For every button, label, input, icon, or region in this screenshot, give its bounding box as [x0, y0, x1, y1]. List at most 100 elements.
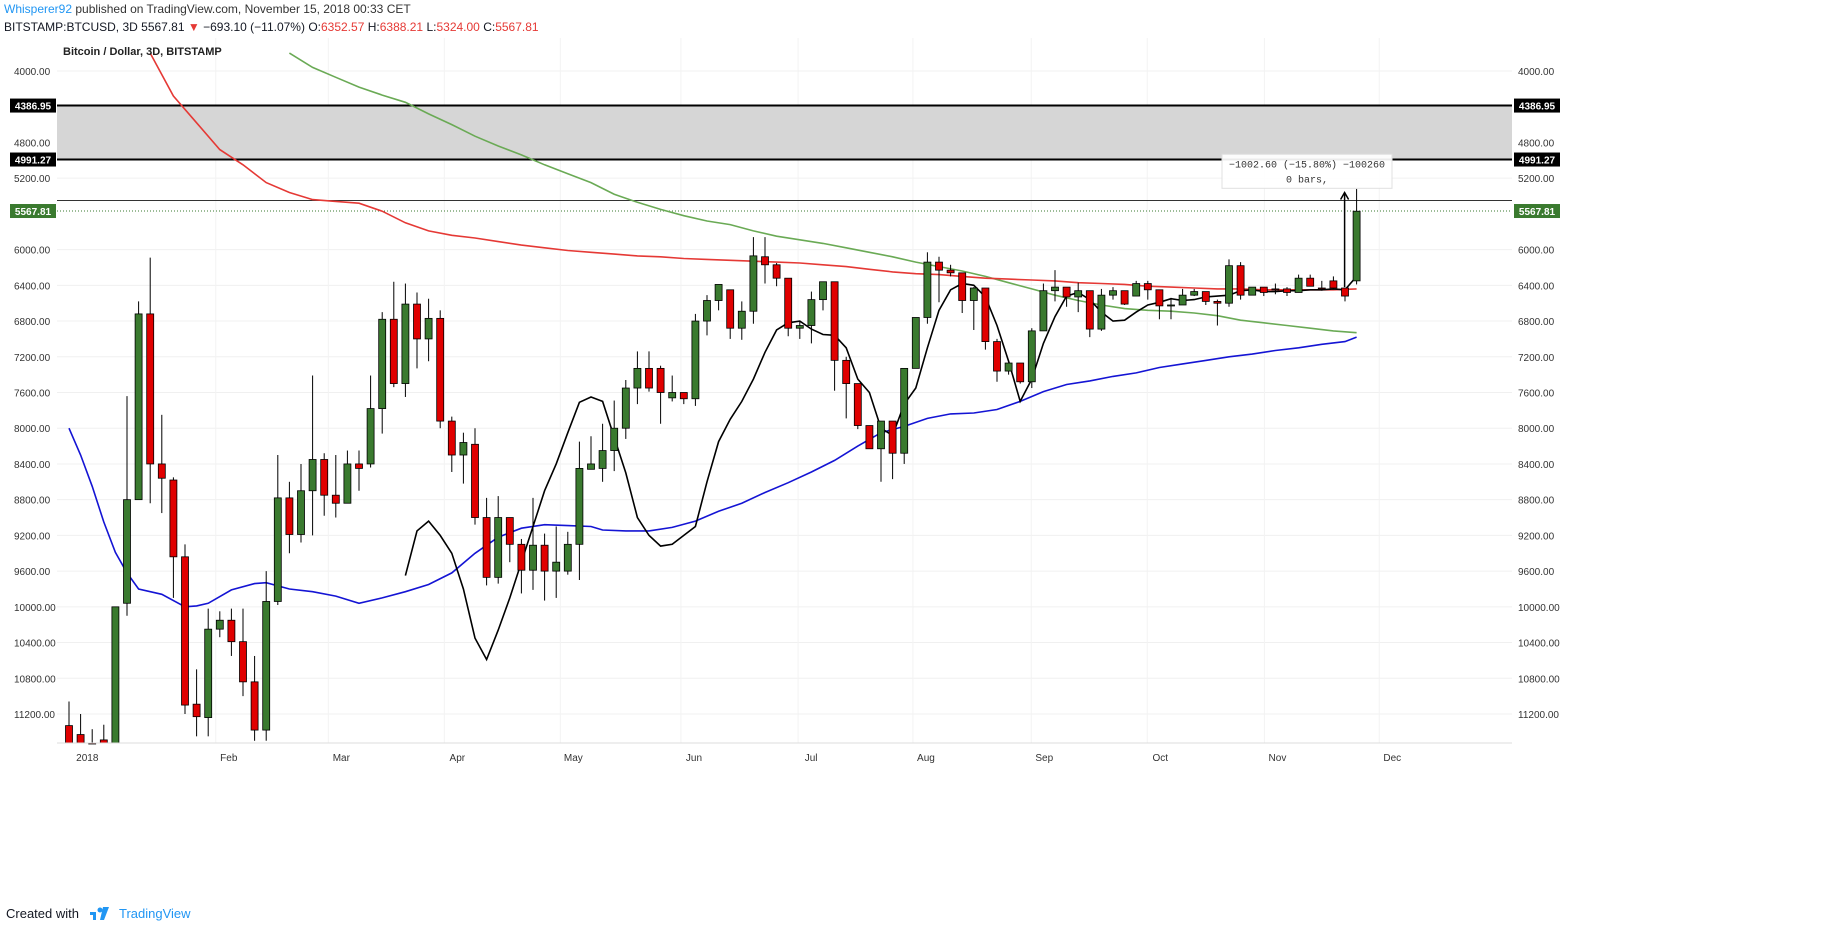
measure-text-1: −1002.60 (−15.80%) −100260 — [1229, 159, 1385, 171]
x-tick-label: Jul — [805, 753, 818, 764]
candle — [424, 298, 433, 362]
candle — [482, 497, 491, 586]
candle-body — [1317, 287, 1326, 290]
candle-body — [575, 468, 584, 545]
candle — [401, 283, 410, 397]
candle-body — [123, 499, 131, 604]
price-tag-bg — [10, 204, 56, 219]
candle — [192, 669, 201, 737]
y-tick-label: 4000.00 — [14, 67, 51, 78]
price-tag-bg — [1514, 204, 1560, 219]
y-tick-label: 5200.00 — [14, 174, 51, 185]
candle — [784, 277, 793, 337]
candle — [227, 608, 236, 656]
x-tick-label: Apr — [450, 753, 466, 764]
candle — [1062, 286, 1071, 307]
candle — [1039, 283, 1048, 332]
candle — [1097, 288, 1106, 331]
x-tick-label: Feb — [220, 753, 238, 764]
y-tick-label: 11200.00 — [1518, 710, 1559, 721]
chart-title: Bitcoin / Dollar, 3D, BITSTAMP — [63, 46, 222, 58]
candle — [204, 608, 213, 737]
y-tick-label: 6400.00 — [14, 281, 51, 292]
x-tick-label: Nov — [1269, 753, 1287, 764]
candle-body — [157, 463, 166, 479]
author-link[interactable]: Whisperer92 — [4, 2, 73, 16]
y-tick-label: 7200.00 — [1518, 353, 1555, 364]
price-chart[interactable]: −1002.60 (−15.80%) −100260 0 bars, 4000.… — [0, 38, 1828, 890]
candle-body — [1027, 330, 1036, 383]
candle — [413, 292, 421, 369]
candle — [1236, 262, 1245, 300]
candle-body — [471, 443, 479, 518]
candle-body — [1074, 290, 1083, 298]
tradingview-link[interactable]: TradingView — [119, 906, 191, 921]
candle-body — [482, 517, 491, 578]
candle — [65, 701, 73, 744]
candle-body — [1132, 283, 1141, 297]
candle-body — [900, 367, 909, 454]
candle — [331, 455, 340, 518]
candle — [76, 714, 85, 744]
candle-body — [668, 392, 677, 399]
tradingview-logo-icon — [89, 906, 113, 923]
y-tick-label: 9600.00 — [14, 567, 51, 578]
down-arrow-icon: ▼ — [187, 20, 200, 34]
low-label: L: — [426, 20, 437, 34]
candle-body — [239, 641, 247, 683]
candle — [819, 281, 827, 311]
price-change: −693.10 (−11.07%) — [203, 20, 305, 34]
publish-info: published on TradingView.com, November 1… — [75, 2, 411, 16]
price-tag-text: 4386.95 — [1519, 102, 1556, 113]
y-tick-label: 6800.00 — [14, 317, 51, 328]
candle — [447, 416, 456, 472]
candle — [795, 321, 804, 339]
candle-body — [424, 317, 433, 340]
candle-body — [749, 255, 758, 312]
candle-body — [297, 490, 305, 535]
candle — [1225, 259, 1233, 307]
measure-tool[interactable]: −1002.60 (−15.80%) −100260 0 bars, — [1221, 153, 1393, 288]
candle — [726, 289, 735, 339]
candle-body — [552, 561, 561, 572]
candle-body — [1051, 286, 1059, 292]
candle-body — [529, 544, 537, 571]
candle — [1190, 288, 1199, 297]
candle — [297, 463, 305, 543]
candle-body — [784, 277, 793, 329]
price-tag-bg — [10, 152, 56, 167]
candle — [633, 351, 642, 405]
candle — [1294, 274, 1303, 293]
candle — [517, 538, 526, 594]
candle — [157, 414, 166, 514]
candle — [308, 375, 317, 536]
candle-body — [587, 463, 595, 470]
candle — [691, 313, 700, 406]
candle-body — [981, 287, 990, 342]
candle-body — [169, 479, 178, 558]
candle — [830, 281, 839, 391]
candle — [587, 436, 595, 470]
candle-body — [1155, 289, 1164, 307]
price-axis-left[interactable]: 4000.00 4800.00 5200.00 6000.00 6400.00 6800.… — [10, 67, 56, 721]
candle — [239, 608, 247, 697]
candle-body — [888, 420, 897, 454]
candle — [703, 295, 711, 336]
time-axis[interactable]: 2018 Feb Mar Apr May Jun Jul Aug Sep Oct Nov Dec — [57, 742, 1512, 764]
candle-body — [1294, 277, 1303, 293]
y-tick-label: 10000.00 — [14, 603, 56, 614]
y-tick-label: 10800.00 — [14, 674, 56, 685]
candle-body — [146, 313, 155, 465]
candle — [505, 517, 514, 563]
candle — [494, 496, 503, 584]
price-axis-right[interactable]: 4000.00 4800.00 5200.00 6000.00 6400.00 6800.… — [1514, 67, 1560, 721]
y-tick-label: 10400.00 — [1518, 639, 1560, 650]
candle — [772, 263, 781, 287]
candle-body — [343, 463, 352, 504]
candle — [1317, 280, 1326, 291]
candle — [540, 533, 549, 601]
candle-body — [958, 272, 967, 301]
candle — [88, 729, 97, 745]
candle — [981, 287, 990, 350]
candle-body — [1120, 290, 1129, 305]
